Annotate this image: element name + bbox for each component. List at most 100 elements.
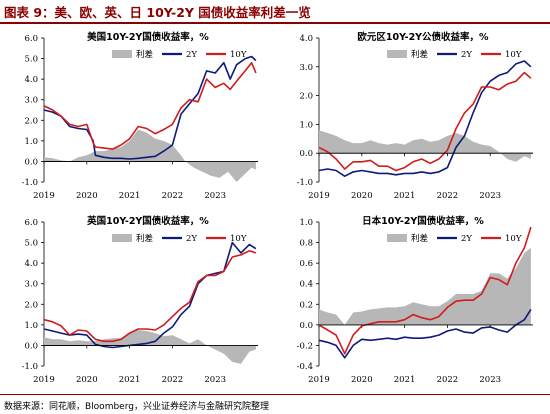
x-tick-label: 2022 [162, 375, 184, 385]
x-tick-label: 2021 [119, 375, 141, 385]
y-tick-label: -0.2 [297, 341, 313, 351]
x-axis: 2019 2020 2021 2022 2023 [33, 345, 226, 385]
series-2y-line [318, 60, 532, 177]
x-tick-label: 2020 [76, 375, 98, 385]
x-tick-label: 2020 [351, 375, 373, 385]
y-tick-label: 0.0 [24, 157, 38, 167]
legend-label: 2Y [461, 234, 472, 244]
chart-title: 美国10Y-2Y国债收益率，% [86, 31, 209, 43]
y-tick-label: 0.4 [299, 280, 313, 290]
y-tick-label: 6.0 [24, 218, 38, 228]
legend-label: 2Y [186, 234, 197, 244]
y-tick-label: 4.0 [24, 75, 38, 85]
y-axis: -1.0 0.0 1.0 2.0 3.0 4.0 [297, 34, 320, 188]
y-tick-label: 2.0 [24, 116, 38, 126]
series-spread-area [319, 130, 531, 162]
y-tick-label: 1.0 [299, 120, 313, 130]
legend-swatch-spread [112, 50, 132, 58]
legend-label: 10Y [505, 234, 522, 244]
legend-label: 2Y [461, 50, 472, 60]
chart-eu: 欧元区10Y-2Y公债收益率，% 利差 2Y 10Y -1.0 0.0 1.0 2.0 3.0 4… [297, 31, 533, 201]
x-tick-label: 2020 [351, 191, 373, 201]
legend-label: 10Y [230, 50, 247, 60]
x-tick-label: 2023 [204, 191, 226, 201]
y-tick-label: -1.0 [22, 178, 38, 188]
chart-legend: 利差 2Y 10Y [387, 49, 522, 60]
series-spread-area [319, 247, 531, 325]
report-header: 图表 9：美、欧、英、日 10Y-2Y 国债收益率利差一览 [0, 0, 550, 24]
y-tick-label: 1.0 [299, 218, 313, 228]
y-tick-label: 4.0 [24, 259, 38, 269]
y-tick-label: 4.0 [299, 34, 313, 44]
chart-title: 英国10Y-2Y国债收益率，% [87, 215, 209, 227]
y-tick-label: 1.0 [24, 321, 38, 331]
x-axis: 2019 2020 2021 2022 2023 [33, 161, 226, 201]
y-tick-label: 3.0 [24, 280, 38, 290]
x-tick-label: 2021 [119, 191, 141, 201]
panel-eu: 欧元区10Y-2Y公债收益率，% 利差 2Y 10Y -1.0 0.0 1.0 2.0 3.0 4… [275, 26, 550, 210]
y-tick-label: 0.8 [299, 239, 313, 249]
chart-us: 美国10Y-2Y国债收益率，% 利差 2Y 10Y -1.0 0.0 1.0 2.0 3.0 4.… [22, 31, 258, 201]
x-tick-label: 2019 [308, 191, 330, 201]
y-tick-label: 2.0 [299, 92, 313, 102]
panel-uk: 英国10Y-2Y国债收益率，% 利差 2Y 10Y -1.0 0.0 1.0 2.0 3.0 4.… [0, 210, 275, 394]
y-tick-label: 6.0 [24, 34, 38, 44]
series-2y-line [318, 308, 532, 359]
x-tick-label: 2022 [162, 191, 184, 201]
panel-us: 美国10Y-2Y国债收益率，% 利差 2Y 10Y -1.0 0.0 1.0 2.0 3.0 4.… [0, 26, 275, 210]
legend-label: 利差 [411, 49, 428, 60]
chart-legend: 利差 2Y 10Y [112, 233, 247, 244]
series-10y-line [318, 226, 532, 355]
figure-title: 图表 9：美、欧、英、日 10Y-2Y 国债收益率利差一览 [4, 5, 311, 20]
y-axis: -1.0 0.0 1.0 2.0 3.0 4.0 5.0 6.0 [22, 218, 45, 372]
series-10y-line [43, 249, 257, 343]
legend-swatch-spread [387, 50, 407, 58]
chart-title: 日本10Y-2Y国债收益率，% [362, 215, 484, 227]
series-spread-area [44, 129, 256, 182]
y-tick-label: -0.4 [297, 362, 313, 372]
legend-label: 10Y [505, 50, 522, 60]
y-tick-label: 2.0 [24, 300, 38, 310]
y-tick-label: 5.0 [24, 55, 38, 65]
legend-label: 2Y [186, 50, 197, 60]
x-axis: 2019 2020 2021 2022 2023 [308, 153, 501, 201]
y-tick-label: -1.0 [297, 178, 313, 188]
chart-title: 欧元区10Y-2Y公债收益率，% [357, 31, 489, 43]
y-tick-label: 0.0 [299, 149, 313, 159]
legend-label: 利差 [136, 233, 153, 244]
y-tick-label: 1.0 [24, 137, 38, 147]
y-tick-label: 3.0 [299, 63, 313, 73]
legend-swatch-spread [387, 234, 407, 242]
chart-legend: 利差 2Y 10Y [387, 233, 522, 244]
chart-legend: 利差 2Y 10Y [112, 49, 247, 60]
x-tick-label: 2022 [437, 375, 459, 385]
y-tick-label: 0.6 [299, 259, 313, 269]
series-2y-line [43, 55, 257, 160]
x-tick-label: 2023 [479, 375, 501, 385]
x-tick-label: 2019 [308, 375, 330, 385]
report-footer: 数据来源：同花顺，Bloomberg，兴业证券经济与金融研究院整理 [0, 394, 550, 414]
x-tick-label: 2021 [394, 375, 416, 385]
y-tick-label: 0.0 [24, 341, 38, 351]
series-10y-line [318, 71, 532, 172]
chart-uk: 英国10Y-2Y国债收益率，% 利差 2Y 10Y -1.0 0.0 1.0 2.0 3.0 4.… [22, 215, 258, 385]
y-tick-label: 5.0 [24, 239, 38, 249]
x-tick-label: 2021 [394, 191, 416, 201]
y-tick-label: 0.2 [299, 300, 313, 310]
x-tick-label: 2023 [204, 375, 226, 385]
x-tick-label: 2019 [33, 191, 55, 201]
x-tick-label: 2022 [437, 191, 459, 201]
y-tick-label: 0.0 [299, 321, 313, 331]
legend-label: 10Y [230, 234, 247, 244]
y-axis: -1.0 0.0 1.0 2.0 3.0 4.0 5.0 6.0 [22, 34, 45, 188]
series-spread-area [44, 330, 256, 364]
series-10y-line [43, 61, 257, 150]
y-tick-label: 3.0 [24, 96, 38, 106]
x-tick-label: 2023 [479, 191, 501, 201]
y-axis: -0.4 -0.2 0.0 0.2 0.4 0.6 0.8 1.0 [297, 218, 320, 372]
legend-swatch-spread [112, 234, 132, 242]
x-tick-label: 2020 [76, 191, 98, 201]
y-tick-label: -1.0 [22, 362, 38, 372]
legend-label: 利差 [136, 49, 153, 60]
data-source-note: 数据来源：同花顺，Bloomberg，兴业证券经济与金融研究院整理 [4, 402, 269, 412]
